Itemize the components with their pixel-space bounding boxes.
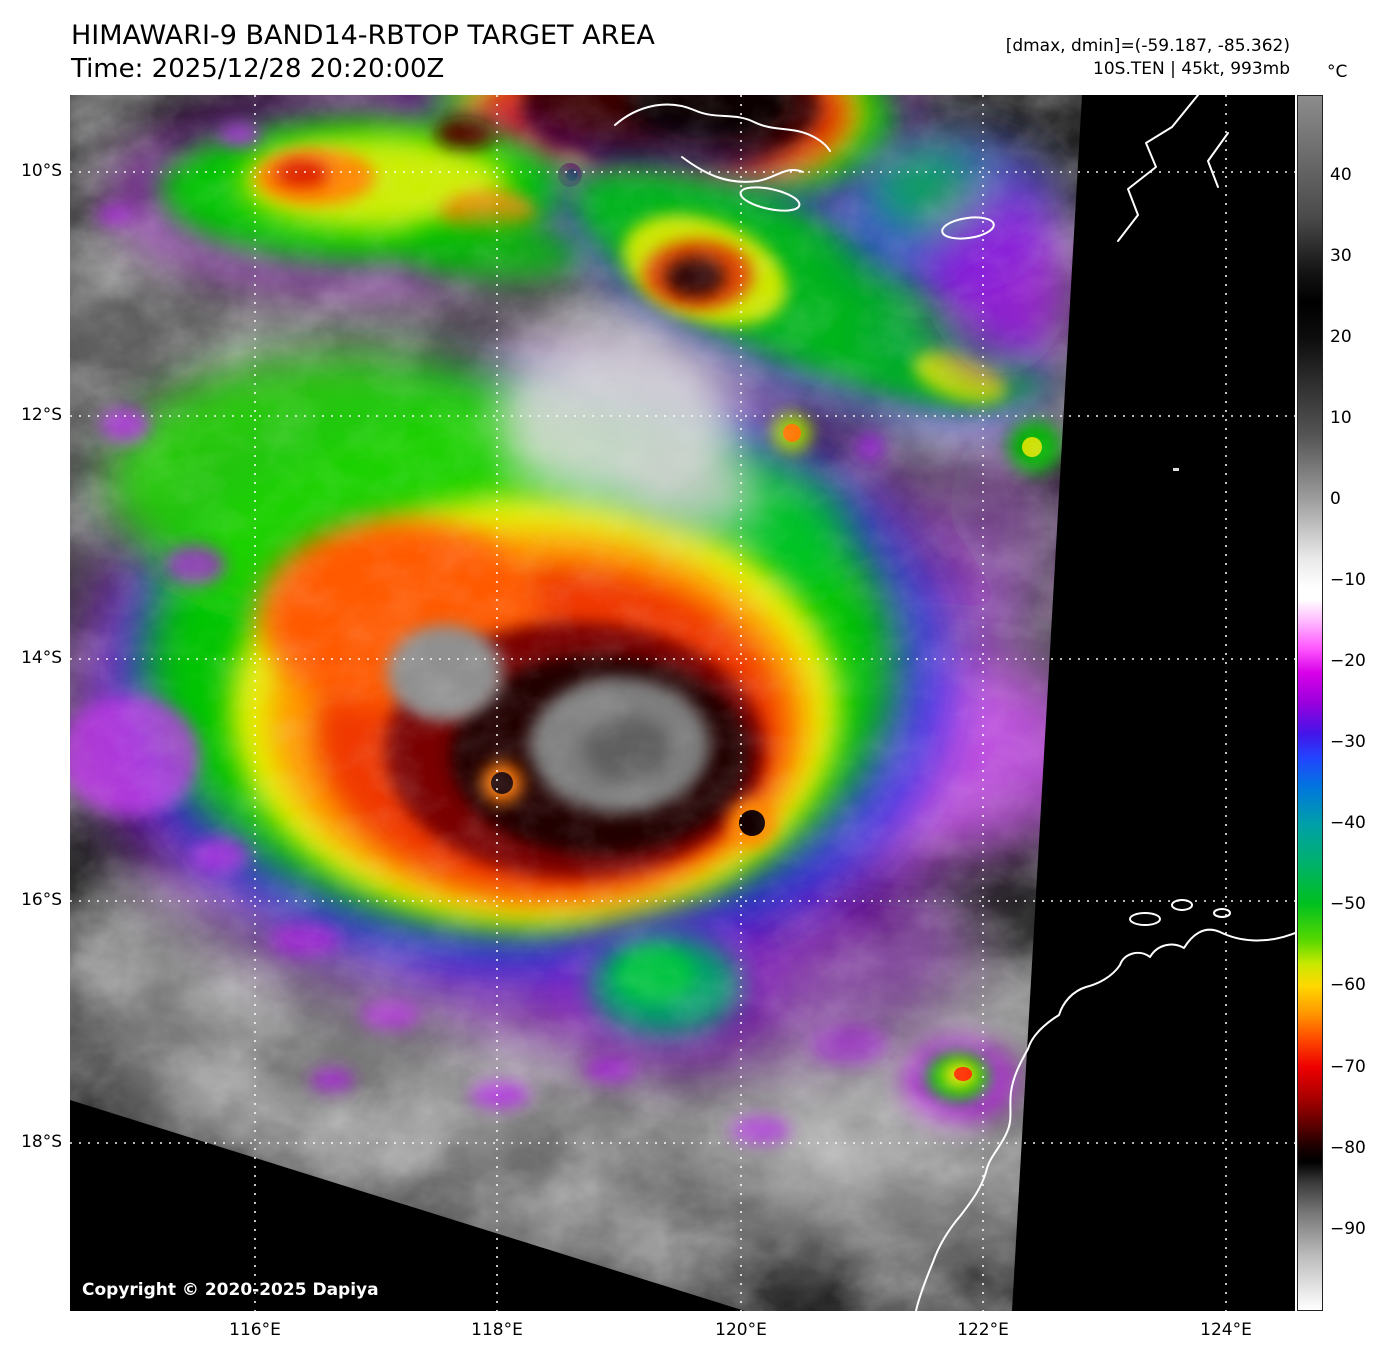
lat-label-12s: 12°S	[21, 405, 62, 425]
lat-label-10s: 10°S	[21, 161, 62, 181]
colorbar-tick: 20	[1330, 327, 1352, 347]
lon-label-124e: 124°E	[1200, 1320, 1252, 1340]
lon-label-118e: 118°E	[471, 1320, 523, 1340]
copyright-label: Copyright © 2020-2025 Dapiya	[82, 1280, 379, 1300]
colorbar-tick: 10	[1330, 408, 1352, 428]
colorbar-tick: −60	[1330, 975, 1366, 995]
lon-label-120e: 120°E	[715, 1320, 767, 1340]
lon-label-122e: 122°E	[957, 1320, 1009, 1340]
lat-label-18s: 18°S	[21, 1132, 62, 1152]
lat-label-14s: 14°S	[21, 648, 62, 668]
timestamp-label: Time: 2025/12/28 20:20:00Z	[71, 54, 445, 84]
island-speck	[1173, 468, 1179, 471]
colorbar-tick: −10	[1330, 570, 1366, 590]
dmax-dmin-label: [dmax, dmin]=(-59.187, -85.362)	[1005, 36, 1290, 56]
colorbar-tick: −90	[1330, 1219, 1366, 1239]
colorbar-tick: −20	[1330, 651, 1366, 671]
page-title: HIMAWARI-9 BAND14-RBTOP TARGET AREA	[71, 20, 655, 51]
temperature-colorbar	[1297, 95, 1323, 1311]
colorbar-tick: −80	[1330, 1138, 1366, 1158]
storm-info-label: 10S.TEN | 45kt, 993mb	[1093, 59, 1290, 79]
satellite-image	[70, 95, 1295, 1311]
colorbar-tick: −70	[1330, 1057, 1366, 1077]
colorbar-tick: 40	[1330, 165, 1352, 185]
lat-label-16s: 16°S	[21, 890, 62, 910]
colorbar-tick: 0	[1330, 489, 1341, 509]
grid-lines	[70, 95, 1295, 1311]
colorbar-tick: −30	[1330, 732, 1366, 752]
colorbar-tick: −50	[1330, 894, 1366, 914]
satellite-map	[70, 95, 1295, 1311]
lon-label-116e: 116°E	[229, 1320, 281, 1340]
colorbar-unit-label: °C	[1327, 62, 1348, 82]
no-data-region	[70, 95, 1295, 1311]
colorbar-tick: 30	[1330, 246, 1352, 266]
coastline	[614, 95, 1295, 1311]
colorbar-tick: −40	[1330, 813, 1366, 833]
